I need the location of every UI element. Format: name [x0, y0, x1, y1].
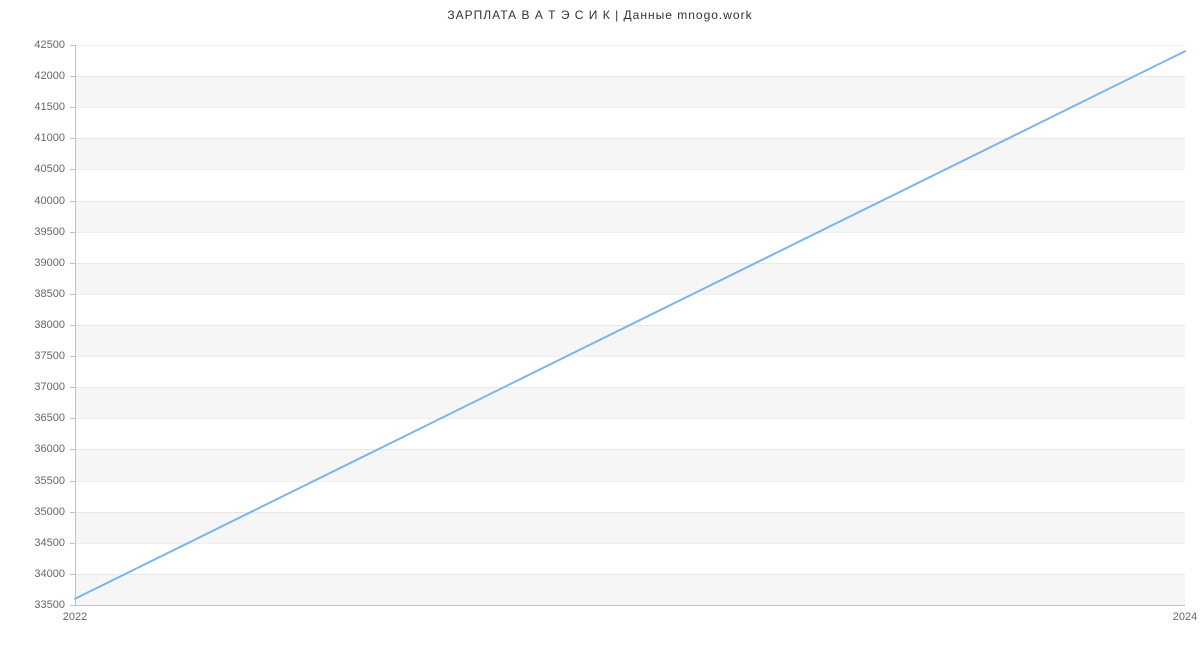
y-tick-label: 42000 [20, 70, 65, 82]
y-tick-label: 35500 [20, 475, 65, 487]
y-tick-label: 35000 [20, 506, 65, 518]
chart-title: ЗАРПЛАТА В А Т Э С И К | Данные mnogo.wo… [0, 0, 1200, 22]
y-tick-label: 36500 [20, 412, 65, 424]
y-tick-label: 33500 [20, 599, 65, 611]
y-tick-label: 38500 [20, 288, 65, 300]
y-tick-label: 34500 [20, 537, 65, 549]
x-tick-label: 2022 [63, 611, 87, 623]
x-axis-line [75, 605, 1185, 606]
y-tick-label: 41000 [20, 132, 65, 144]
y-tick-label: 39500 [20, 226, 65, 238]
line-layer [75, 45, 1185, 605]
y-tick-label: 34000 [20, 568, 65, 580]
y-tick-label: 37500 [20, 350, 65, 362]
y-tick-label: 40000 [20, 195, 65, 207]
y-tick-label: 42500 [20, 39, 65, 51]
y-tick-label: 36000 [20, 443, 65, 455]
y-tick-label: 38000 [20, 319, 65, 331]
y-tick-label: 39000 [20, 257, 65, 269]
plot-area: 3350034000345003500035500360003650037000… [75, 45, 1185, 605]
y-tick-label: 41500 [20, 101, 65, 113]
y-tick-label: 40500 [20, 163, 65, 175]
salary-line-chart: ЗАРПЛАТА В А Т Э С И К | Данные mnogo.wo… [0, 0, 1200, 650]
series-line-salary [75, 51, 1185, 599]
x-tick-label: 2024 [1173, 611, 1197, 623]
y-tick-label: 37000 [20, 381, 65, 393]
